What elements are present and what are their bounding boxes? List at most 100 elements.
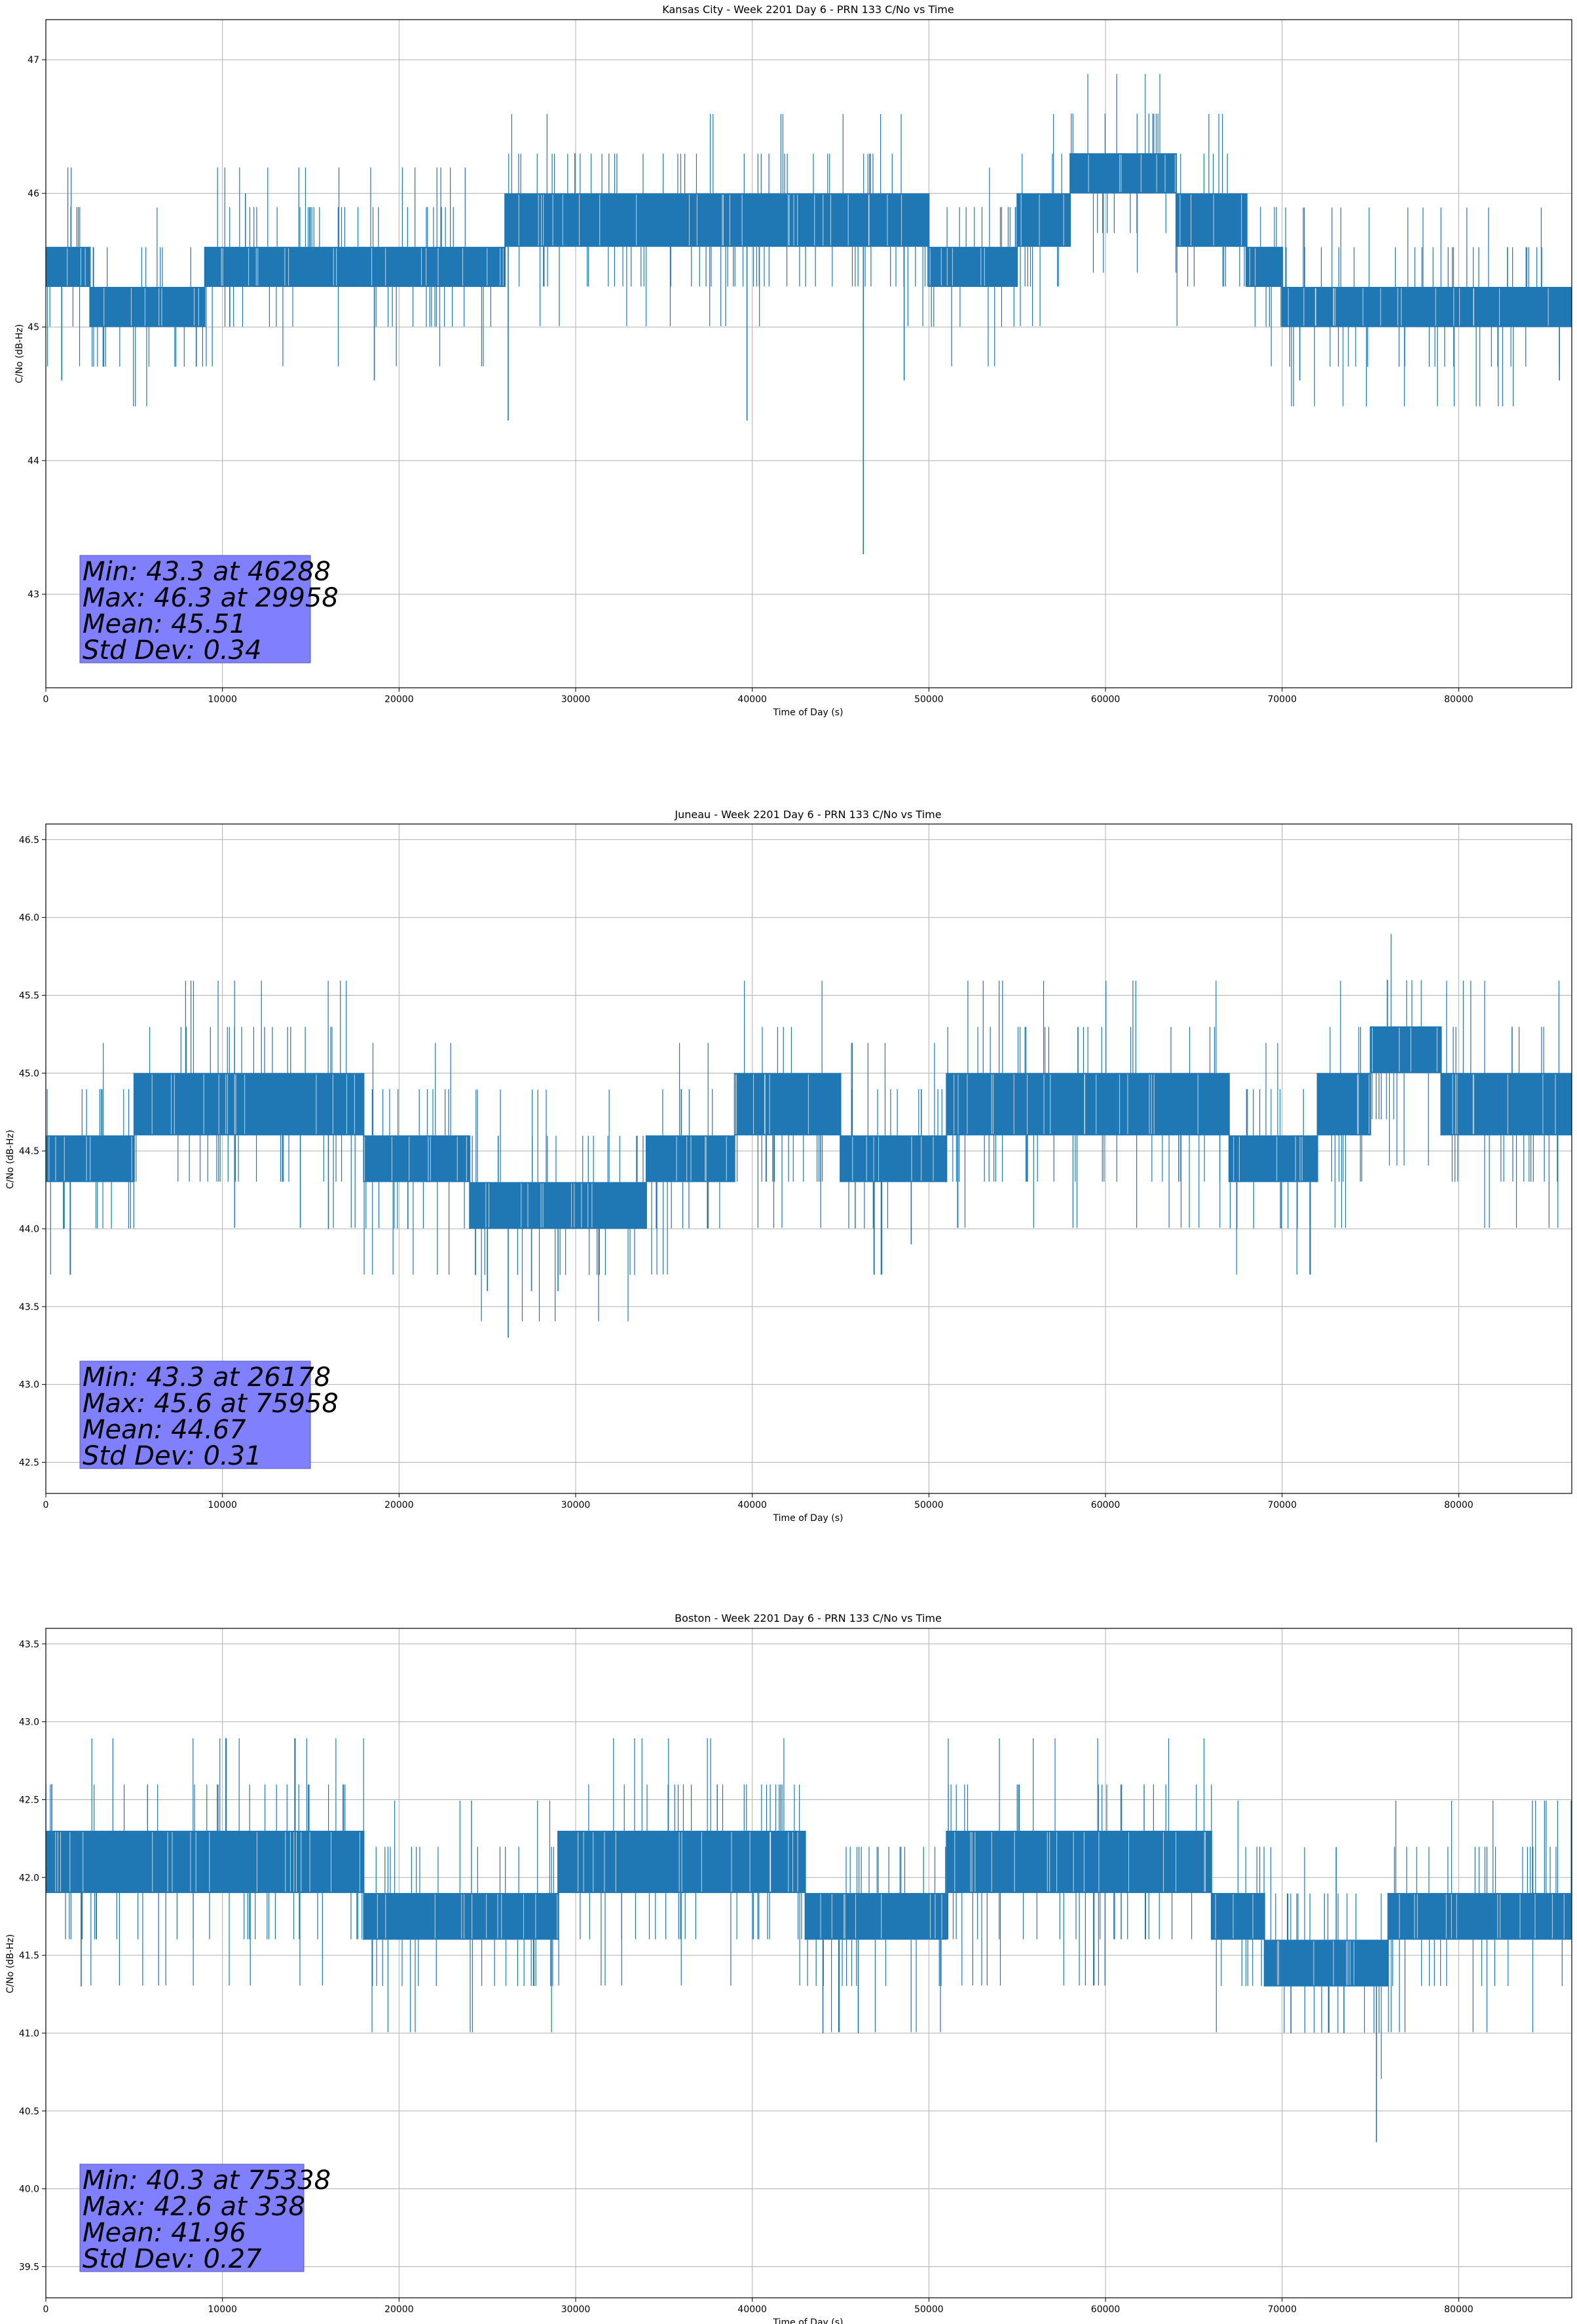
cno-series-band bbox=[90, 287, 205, 328]
y-tick-label: 40.5 bbox=[19, 2107, 39, 2117]
stats-box-background bbox=[79, 2164, 305, 2272]
cno-series-band bbox=[46, 1830, 364, 1894]
cno-series-band bbox=[734, 1073, 841, 1136]
x-tick-label: 40000 bbox=[737, 1500, 767, 1510]
x-tick-label: 10000 bbox=[208, 1500, 237, 1510]
stats-min: Min: 40.3 at 75338 bbox=[83, 2165, 331, 2196]
x-tick-label: 80000 bbox=[1444, 1500, 1474, 1510]
stats-mean: Mean: 41.96 bbox=[83, 2218, 246, 2248]
y-tick-label: 47 bbox=[28, 55, 39, 66]
cno-series-band bbox=[1282, 287, 1572, 328]
y-tick-label: 41.0 bbox=[19, 2029, 39, 2039]
cno-series-band bbox=[646, 1135, 735, 1182]
cno-series-band bbox=[1070, 153, 1176, 194]
y-tick-label: 43.0 bbox=[19, 1380, 39, 1391]
x-tick-label: 50000 bbox=[914, 2304, 944, 2315]
cno-series-band bbox=[1370, 1026, 1441, 1074]
cno-series-band bbox=[354, 246, 506, 287]
cno-series-band bbox=[840, 1135, 947, 1182]
cno-series-band bbox=[1317, 1073, 1371, 1136]
y-tick-label: 44 bbox=[28, 456, 39, 466]
chart-title: Juneau - Week 2201 Day 6 - PRN 133 C/No … bbox=[674, 808, 941, 821]
x-tick-label: 30000 bbox=[561, 2304, 591, 2315]
stats-min: Min: 43.3 at 46288 bbox=[83, 557, 331, 587]
y-tick-label: 43 bbox=[28, 590, 39, 600]
y-tick-label: 44.5 bbox=[19, 1146, 39, 1157]
cno-series-band bbox=[1388, 1893, 1572, 1940]
cno-series-band bbox=[204, 246, 355, 287]
x-tick-label: 80000 bbox=[1444, 694, 1474, 705]
stats-std-dev: Std Dev: 0.34 bbox=[83, 635, 262, 665]
cno-series-band bbox=[646, 193, 929, 247]
x-tick-label: 60000 bbox=[1091, 694, 1121, 705]
chart-title: Boston - Week 2201 Day 6 - PRN 133 C/No … bbox=[675, 1612, 942, 1624]
cno-series-band bbox=[946, 1073, 1229, 1136]
x-tick-label: 20000 bbox=[384, 694, 414, 705]
chart-title: Kansas City - Week 2201 Day 6 - PRN 133 … bbox=[662, 3, 954, 16]
x-tick-label: 60000 bbox=[1091, 1500, 1121, 1510]
x-tick-label: 50000 bbox=[914, 1500, 944, 1510]
x-tick-label: 70000 bbox=[1267, 2304, 1297, 2315]
cno-series-band bbox=[134, 1073, 364, 1136]
cno-series-band bbox=[1246, 246, 1282, 287]
x-tick-label: 0 bbox=[43, 694, 49, 705]
chart-boston: Boston - Week 2201 Day 6 - PRN 133 C/No … bbox=[5, 1612, 1572, 2324]
x-tick-label: 20000 bbox=[384, 1500, 414, 1510]
cno-series-band bbox=[805, 1893, 947, 1940]
stats-max: Max: 46.3 at 29958 bbox=[83, 583, 339, 613]
stats-mean: Mean: 45.51 bbox=[83, 609, 246, 639]
stats-box-background bbox=[79, 1360, 311, 1469]
cno-series-band bbox=[1229, 1135, 1318, 1182]
y-tick-label: 46.5 bbox=[19, 835, 39, 846]
cno-series-band bbox=[46, 246, 90, 287]
stats-min: Min: 43.3 at 26178 bbox=[83, 1362, 331, 1393]
x-tick-label: 0 bbox=[43, 2304, 49, 2315]
y-tick-label: 39.5 bbox=[19, 2262, 39, 2272]
y-tick-label: 42.5 bbox=[19, 1795, 39, 1805]
y-tick-label: 44.0 bbox=[19, 1224, 39, 1235]
y-tick-label: 46.0 bbox=[19, 913, 39, 924]
stats-max: Max: 45.6 at 75958 bbox=[83, 1389, 339, 1419]
x-axis-label: Time of Day (s) bbox=[773, 1513, 844, 1524]
y-tick-label: 43.5 bbox=[19, 1302, 39, 1313]
y-tick-label: 45.0 bbox=[19, 1068, 39, 1079]
y-tick-label: 45.5 bbox=[19, 990, 39, 1001]
y-tick-label: 43.0 bbox=[19, 1717, 39, 1728]
cno-series-band bbox=[1211, 1893, 1265, 1940]
stats-box: Min: 40.3 at 75338 Max: 42.6 at 338 Mean… bbox=[79, 2164, 331, 2274]
x-tick-label: 40000 bbox=[737, 2304, 767, 2315]
x-tick-label: 60000 bbox=[1091, 2304, 1121, 2315]
stats-std-dev: Std Dev: 0.31 bbox=[83, 1441, 262, 1471]
x-axis-label: Time of Day (s) bbox=[773, 2317, 844, 2324]
x-tick-label: 40000 bbox=[737, 694, 767, 705]
plot-frame bbox=[45, 1628, 1572, 2298]
stats-box-background bbox=[79, 555, 311, 664]
cno-series-band bbox=[1176, 193, 1247, 247]
cno-series-band bbox=[470, 1182, 646, 1229]
cno-series-band bbox=[1264, 1940, 1388, 1987]
stats-box: Min: 43.3 at 46288 Max: 46.3 at 29958 Me… bbox=[79, 555, 339, 665]
x-axis-label: Time of Day (s) bbox=[773, 707, 844, 718]
x-tick-label: 20000 bbox=[384, 2304, 414, 2315]
cno-series-band bbox=[1441, 1073, 1572, 1136]
cno-series-band bbox=[929, 246, 1018, 287]
y-axis-label: C/No (dB-Hz) bbox=[5, 1934, 16, 1993]
y-tick-label: 45 bbox=[28, 322, 39, 333]
plot-frame bbox=[45, 19, 1572, 688]
x-tick-label: 30000 bbox=[561, 1500, 591, 1510]
y-axis-label: C/No (dB-Hz) bbox=[5, 1130, 16, 1189]
y-tick-label: 41.5 bbox=[19, 1951, 39, 1961]
cno-series-band bbox=[363, 1893, 559, 1940]
y-axis-label: C/No (dB-Hz) bbox=[14, 324, 25, 383]
stats-std-dev: Std Dev: 0.27 bbox=[83, 2244, 262, 2274]
x-tick-label: 80000 bbox=[1444, 2304, 1474, 2315]
stats-mean: Mean: 44.67 bbox=[83, 1415, 246, 1445]
y-tick-label: 43.5 bbox=[19, 1640, 39, 1650]
y-tick-label: 42.0 bbox=[19, 1873, 39, 1883]
plot-frame bbox=[45, 823, 1572, 1494]
y-tick-label: 42.5 bbox=[19, 1457, 39, 1468]
x-tick-label: 70000 bbox=[1267, 694, 1297, 705]
x-tick-label: 30000 bbox=[561, 694, 591, 705]
y-tick-label: 46 bbox=[28, 189, 39, 199]
